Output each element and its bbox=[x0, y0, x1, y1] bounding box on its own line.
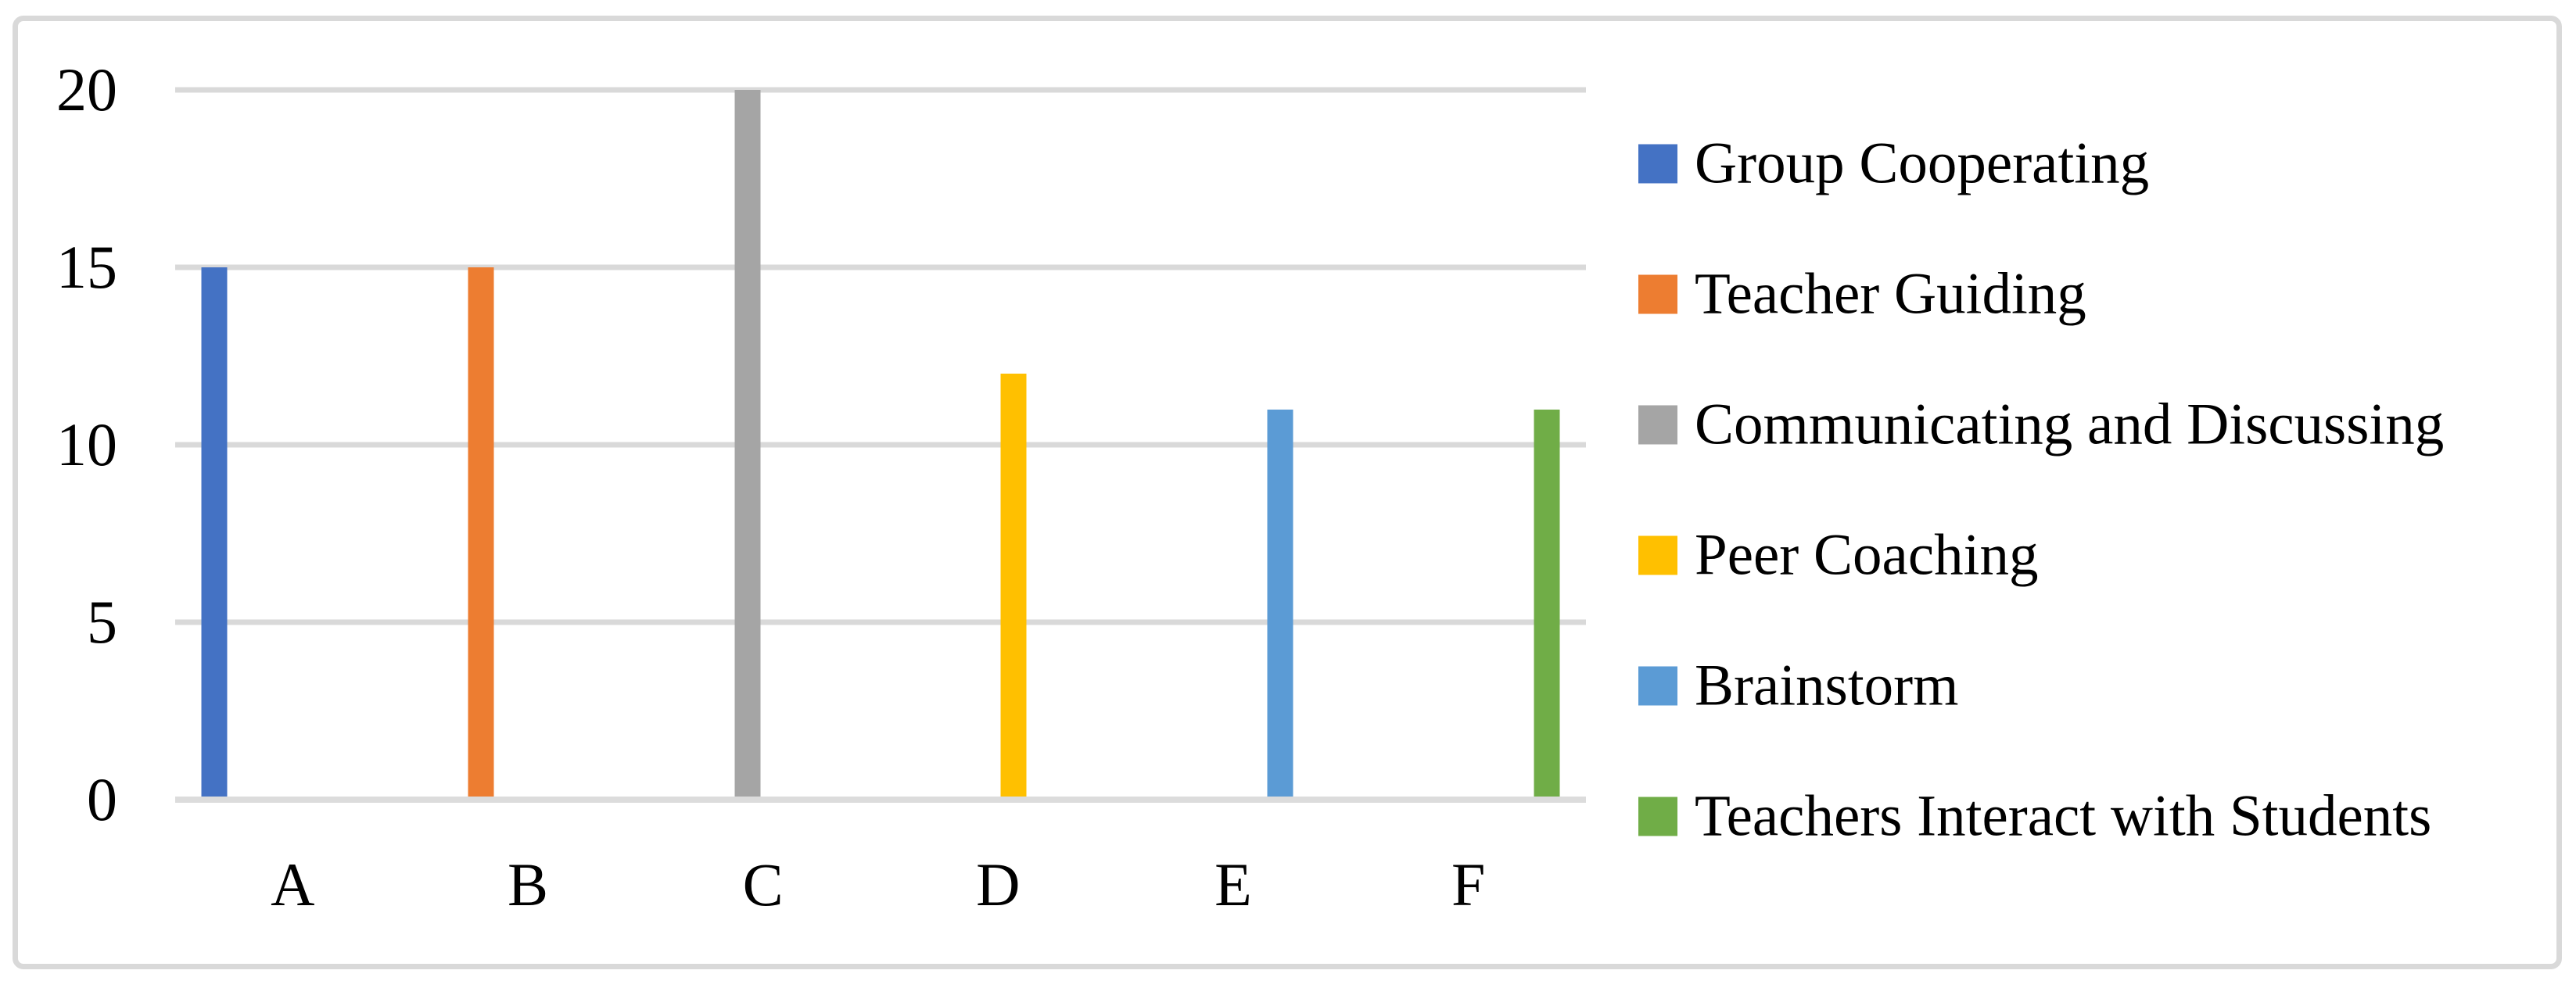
legend-item-label: Teachers Interact with Students bbox=[1695, 783, 2432, 849]
legend-item-label: Peer Coaching bbox=[1695, 522, 2039, 588]
legend-swatch-icon bbox=[1638, 144, 1677, 183]
x-tick-label-E: E bbox=[1214, 850, 1252, 918]
legend-item: Group Cooperating bbox=[1638, 134, 2149, 193]
bar-F bbox=[1534, 409, 1560, 800]
y-tick-label-0: 0 bbox=[87, 765, 117, 833]
x-tick-label-F: F bbox=[1451, 850, 1486, 918]
legend-swatch-icon bbox=[1638, 666, 1677, 705]
legend-item-label: Group Cooperating bbox=[1695, 131, 2150, 196]
bar-C bbox=[734, 90, 761, 800]
legend-item: Brainstorm bbox=[1638, 657, 1958, 715]
bar-A bbox=[201, 267, 228, 800]
legend-item: Communicating and Discussing bbox=[1638, 396, 2444, 454]
gridline-20 bbox=[175, 87, 1586, 93]
legend-item: Teachers Interact with Students bbox=[1638, 787, 2431, 846]
legend-item: Teacher Guiding bbox=[1638, 265, 2086, 324]
plot-area bbox=[175, 87, 1586, 803]
figure-border bbox=[13, 16, 2562, 969]
legend-item-label: Brainstorm bbox=[1695, 653, 1959, 718]
x-tick-label-D: D bbox=[976, 850, 1021, 918]
x-tick-label-A: A bbox=[271, 850, 315, 918]
bar-B bbox=[468, 267, 494, 800]
x-tick-label-C: C bbox=[742, 850, 784, 918]
x-tick-label-B: B bbox=[507, 850, 549, 918]
bar-D bbox=[1000, 374, 1027, 800]
gridline-5 bbox=[175, 619, 1586, 625]
y-tick-label-15: 15 bbox=[56, 233, 117, 301]
legend-swatch-icon bbox=[1638, 274, 1677, 313]
legend-swatch-icon bbox=[1638, 535, 1677, 575]
bar-E bbox=[1267, 409, 1293, 800]
legend-item-label: Teacher Guiding bbox=[1695, 261, 2086, 327]
x-axis-line bbox=[175, 797, 1586, 803]
legend-swatch-icon bbox=[1638, 405, 1677, 444]
gridline-15 bbox=[175, 264, 1586, 270]
y-tick-label-20: 20 bbox=[56, 55, 117, 124]
legend-item-label: Communicating and Discussing bbox=[1695, 392, 2445, 457]
legend-item: Peer Coaching bbox=[1638, 526, 2038, 585]
legend-swatch-icon bbox=[1638, 797, 1677, 836]
gridline-10 bbox=[175, 442, 1586, 448]
y-tick-label-10: 10 bbox=[56, 410, 117, 478]
y-tick-label-5: 5 bbox=[87, 588, 117, 656]
